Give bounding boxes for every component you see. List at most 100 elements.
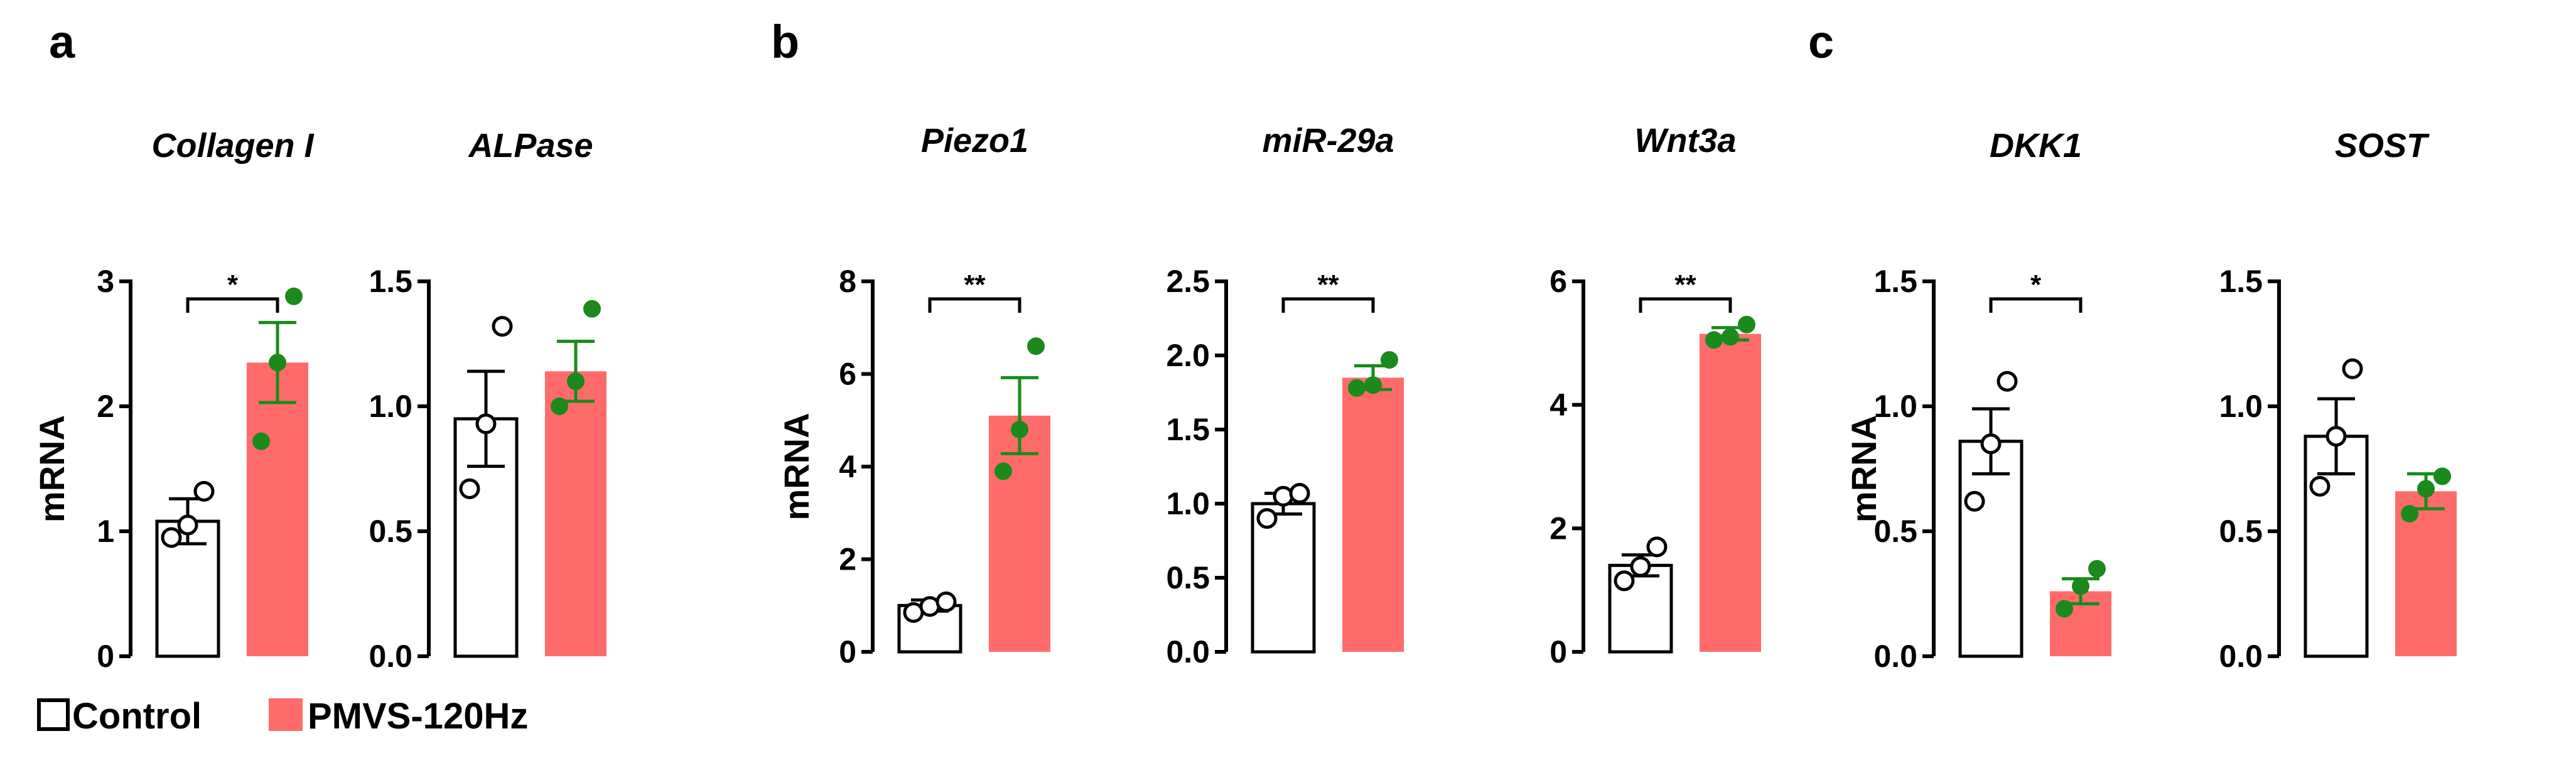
y-tick-label: 6 [1549, 264, 1567, 299]
panel-letter-b: b [771, 16, 799, 68]
y-tick-label: 1.5 [369, 264, 412, 299]
y-tick-label: 1.0 [1873, 389, 1917, 424]
bar-pmvs [1700, 333, 1761, 652]
y-tick-label: 1.5 [1166, 412, 1210, 447]
data-point-control [475, 413, 497, 435]
y-tick-label: 0.0 [2219, 639, 2263, 674]
y-tick-label: 0.5 [369, 514, 412, 549]
y-tick-label: 6 [839, 357, 856, 392]
bar-pmvs [247, 362, 308, 656]
y-tick-label: 0.0 [369, 639, 412, 674]
data-point-control [1614, 570, 1635, 592]
data-point-pmvs [252, 432, 270, 450]
y-tick-label: 1.5 [2219, 264, 2263, 299]
data-point-control [2342, 358, 2363, 379]
significance-label: ** [1317, 269, 1339, 300]
data-point-pmvs [1705, 331, 1723, 349]
chart-title: SOST [2335, 127, 2430, 165]
y-tick-label: 0.5 [1873, 514, 1917, 549]
bar-pmvs [1342, 377, 1404, 652]
data-point-pmvs [1381, 351, 1398, 369]
y-tick-label: 1 [97, 514, 114, 549]
chart-4: Wnt3a 0 2 4 6 ** [1549, 122, 1761, 669]
data-point-pmvs [1011, 421, 1028, 438]
legend-label-control: Control [72, 696, 202, 737]
chart-title: miR-29a [1262, 122, 1394, 160]
chart-0: Collagen I 0 1 2 3 mRNA * [32, 127, 315, 674]
data-point-control [1980, 433, 2002, 455]
y-tick-label: 0 [1549, 634, 1567, 669]
y-axis-label: mRNA [777, 413, 816, 520]
data-point-control [935, 591, 957, 612]
data-point-control [161, 527, 182, 548]
panel-letters: a b c [49, 16, 1834, 68]
chart-6: SOST 0.0 0.5 1.0 1.5 [2219, 127, 2457, 674]
significance-bracket [1281, 297, 1375, 313]
legend: Control PMVS-120Hz [37, 696, 528, 737]
y-tick-label: 0.0 [1873, 639, 1917, 674]
data-point-control [1646, 536, 1668, 558]
data-point-pmvs [583, 300, 601, 318]
chart-2: Piezo1 0 2 4 6 8 mRNA ** [777, 122, 1050, 669]
chart-5: DKK1 0.0 0.5 1.0 1.5 mRNA * [1844, 127, 2111, 674]
data-point-pmvs [2088, 560, 2106, 578]
legend-swatch-pmvs [269, 698, 303, 731]
significance-label: * [227, 269, 239, 300]
data-point-pmvs [551, 398, 568, 415]
data-point-pmvs [994, 462, 1012, 480]
data-point-pmvs [1722, 328, 1739, 346]
y-tick-label: 2 [839, 542, 856, 577]
chart-title: Wnt3a [1635, 122, 1737, 160]
charts: Collagen I 0 1 2 3 mRNA * ALPase 0.0 0.5 1.0 1.5 Pie… [32, 122, 2457, 674]
data-point-control [1256, 508, 1278, 529]
data-point-pmvs [285, 287, 303, 305]
data-point-pmvs [1364, 376, 1382, 394]
data-point-pmvs [2401, 505, 2418, 523]
data-point-control [1630, 556, 1651, 577]
y-tick-label: 0 [97, 639, 114, 674]
data-point-control [492, 316, 513, 337]
y-tick-label: 1.0 [1166, 486, 1210, 521]
data-point-control [2325, 426, 2347, 447]
chart-title: DKK1 [1990, 127, 2082, 165]
y-tick-label: 2.0 [1166, 338, 1210, 373]
chart-title: Piezo1 [921, 122, 1028, 160]
data-point-pmvs [1027, 337, 1045, 355]
y-tick-label: 4 [839, 449, 856, 484]
panel-letter-a: a [49, 16, 75, 68]
y-axis-label: mRNA [32, 415, 72, 522]
y-tick-label: 0 [839, 634, 856, 669]
y-tick-label: 2.5 [1166, 264, 1210, 299]
data-point-pmvs [2056, 600, 2073, 618]
y-tick-label: 4 [1549, 387, 1567, 423]
chart-1: ALPase 0.0 0.5 1.0 1.5 [369, 127, 606, 674]
data-point-control [193, 480, 215, 502]
legend-swatch-control [37, 698, 70, 731]
chart-title: ALPase [467, 127, 593, 165]
y-tick-label: 2 [1549, 511, 1567, 546]
significance-label: ** [1674, 269, 1696, 300]
data-point-pmvs [269, 354, 286, 372]
y-tick-label: 8 [839, 264, 856, 299]
y-tick-label: 1.0 [2219, 389, 2263, 424]
y-tick-label: 1.5 [1873, 264, 1917, 299]
bar-control [1251, 502, 1316, 654]
significance-label: ** [964, 269, 986, 300]
data-point-pmvs [567, 372, 585, 391]
data-point-control [1964, 490, 1985, 512]
significance-bracket [1989, 297, 2083, 313]
data-point-pmvs [2433, 467, 2451, 485]
panel-letter-c: c [1808, 16, 1834, 68]
y-tick-label: 0.5 [1166, 560, 1210, 595]
significance-bracket [186, 297, 279, 313]
data-point-control [1997, 371, 2018, 392]
y-tick-label: 0.5 [2219, 514, 2263, 549]
data-point-pmvs [2072, 577, 2089, 595]
data-point-pmvs [2417, 480, 2435, 498]
y-tick-label: 3 [97, 264, 114, 299]
data-point-control [459, 478, 480, 499]
data-point-pmvs [1348, 379, 1366, 397]
y-axis-label: mRNA [1844, 415, 1883, 522]
chart-3: miR-29a 0.0 0.5 1.0 1.5 2.0 2.5 ** [1166, 122, 1404, 669]
